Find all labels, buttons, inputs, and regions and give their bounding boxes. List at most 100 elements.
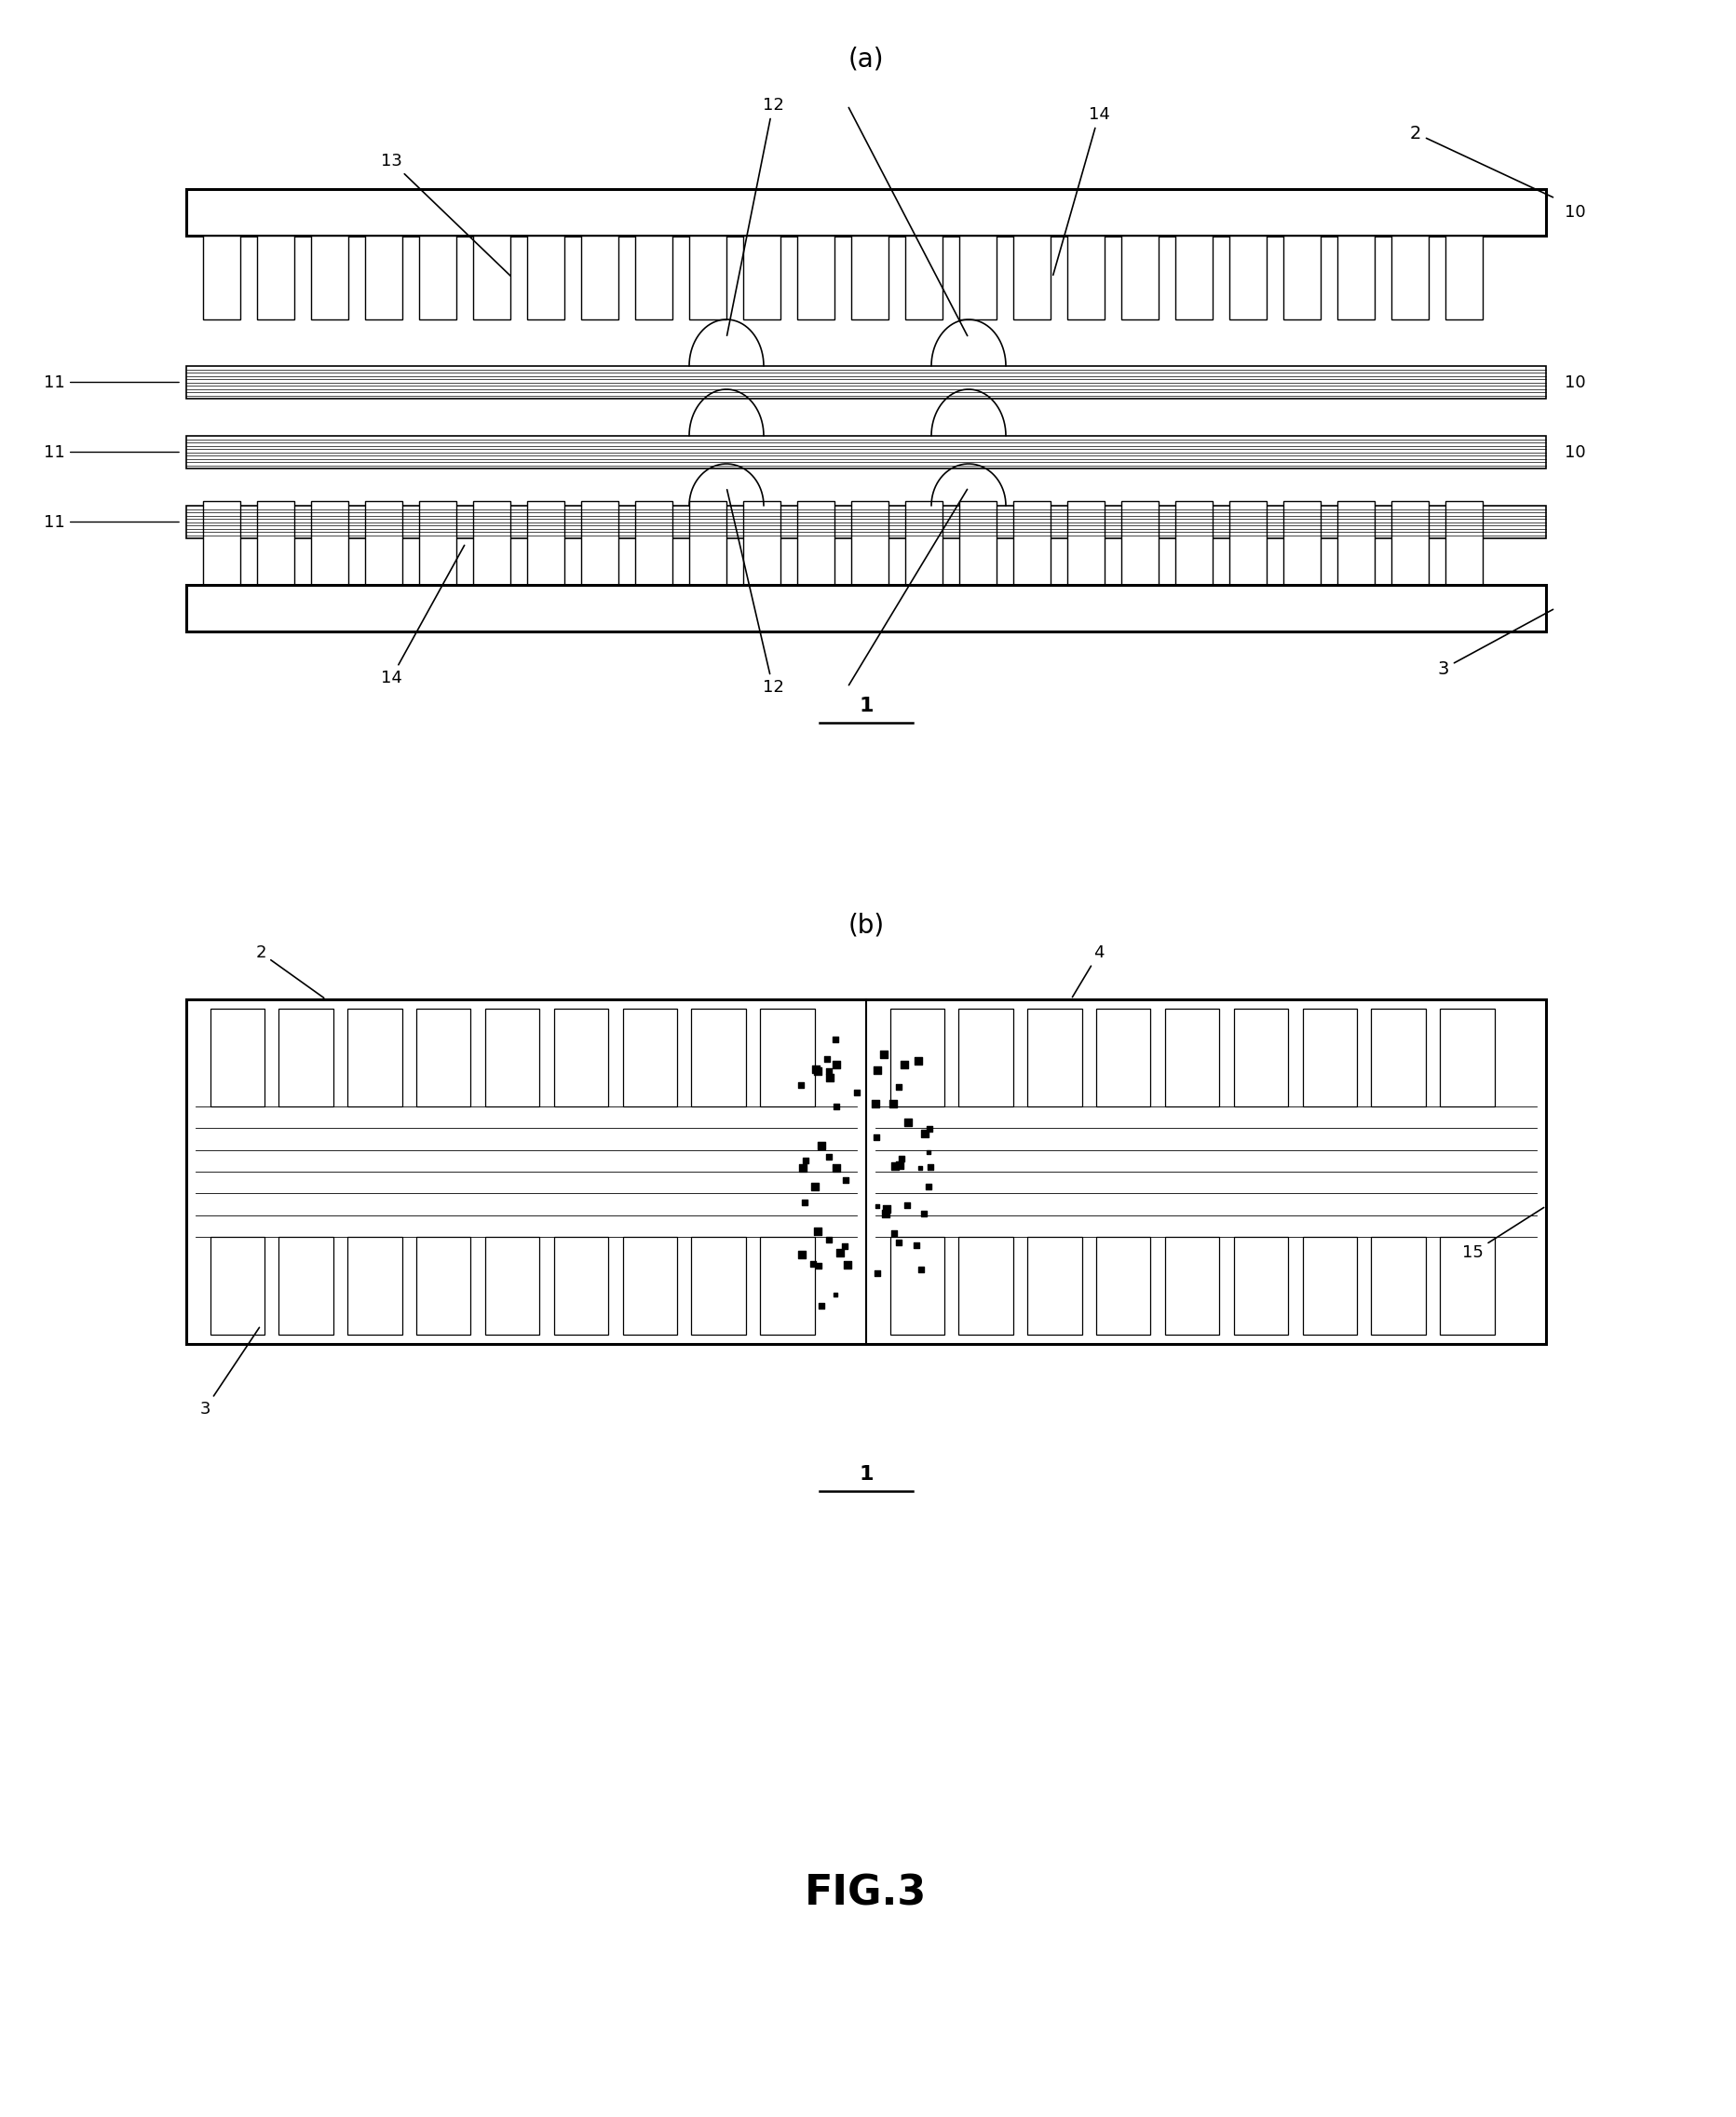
Point: [863, 1257, 891, 1291]
Text: 12: 12: [727, 489, 783, 696]
Point: [891, 1048, 918, 1082]
Point: [842, 1075, 870, 1109]
Bar: [760, 1236, 814, 1334]
Bar: [1012, 502, 1050, 584]
Point: [821, 1152, 849, 1186]
Text: 10: 10: [1564, 203, 1585, 220]
Bar: [186, 436, 1545, 468]
Bar: [689, 502, 726, 584]
Bar: [635, 502, 672, 584]
Point: [802, 1052, 830, 1086]
Bar: [1337, 235, 1373, 320]
Bar: [623, 1008, 677, 1107]
Bar: [472, 235, 510, 320]
Point: [878, 1086, 906, 1120]
Bar: [1095, 1236, 1149, 1334]
Point: [804, 1215, 832, 1249]
Bar: [958, 1236, 1012, 1334]
Bar: [1229, 235, 1266, 320]
Bar: [418, 235, 457, 320]
Point: [861, 1120, 889, 1154]
Text: 11: 11: [43, 375, 179, 392]
Bar: [1028, 1236, 1082, 1334]
Text: FIG.3: FIG.3: [804, 1874, 927, 1914]
Point: [885, 1147, 913, 1181]
Bar: [635, 235, 672, 320]
Point: [833, 1249, 861, 1283]
Bar: [1444, 235, 1483, 320]
Bar: [851, 502, 889, 584]
Text: 2: 2: [1410, 125, 1552, 197]
Bar: [526, 235, 564, 320]
Bar: [1302, 1008, 1356, 1107]
Text: 1: 1: [859, 1465, 873, 1484]
Bar: [186, 188, 1545, 235]
Bar: [851, 235, 889, 320]
Point: [906, 1253, 934, 1287]
Bar: [1121, 502, 1158, 584]
Bar: [210, 1236, 264, 1334]
Bar: [257, 235, 293, 320]
Bar: [257, 502, 293, 584]
Point: [904, 1044, 932, 1078]
Point: [894, 1105, 922, 1139]
Bar: [958, 1008, 1012, 1107]
Bar: [1444, 502, 1483, 584]
Point: [884, 1226, 911, 1260]
Bar: [186, 584, 1545, 631]
Point: [788, 1152, 816, 1186]
Point: [915, 1171, 943, 1205]
Bar: [582, 502, 618, 584]
Point: [788, 1238, 816, 1272]
Bar: [1371, 1008, 1425, 1107]
Bar: [1391, 502, 1429, 584]
Bar: [279, 1008, 333, 1107]
Bar: [958, 235, 996, 320]
Bar: [689, 235, 726, 320]
Point: [807, 1128, 835, 1162]
Point: [863, 1190, 891, 1224]
Point: [821, 1279, 849, 1313]
Point: [910, 1196, 937, 1230]
Bar: [186, 506, 1545, 538]
Point: [804, 1054, 832, 1088]
Bar: [1302, 1236, 1356, 1334]
Bar: [1439, 1008, 1493, 1107]
Bar: [347, 1008, 401, 1107]
Bar: [760, 1008, 814, 1107]
Text: 3: 3: [200, 1327, 259, 1418]
Text: 2: 2: [255, 944, 323, 997]
Bar: [1012, 235, 1050, 320]
Text: 11: 11: [43, 514, 179, 531]
Point: [871, 1196, 899, 1230]
Point: [884, 1069, 911, 1103]
Bar: [958, 502, 996, 584]
Bar: [1066, 502, 1104, 584]
Point: [915, 1111, 943, 1145]
Point: [870, 1037, 898, 1071]
Bar: [203, 502, 240, 584]
Point: [792, 1143, 819, 1177]
Bar: [797, 235, 833, 320]
Text: (a): (a): [847, 47, 884, 72]
Bar: [1066, 235, 1104, 320]
Point: [821, 1023, 849, 1056]
Bar: [1439, 1236, 1493, 1334]
Point: [830, 1230, 858, 1264]
Bar: [203, 235, 240, 320]
Bar: [347, 1236, 401, 1334]
Bar: [472, 502, 510, 584]
Bar: [526, 502, 564, 584]
Point: [917, 1150, 944, 1183]
Point: [915, 1135, 943, 1169]
Bar: [1175, 502, 1212, 584]
Point: [800, 1169, 828, 1202]
Bar: [365, 235, 403, 320]
Bar: [743, 235, 779, 320]
Bar: [1028, 1008, 1082, 1107]
Point: [863, 1052, 891, 1086]
Text: 14: 14: [380, 546, 464, 686]
Bar: [1283, 235, 1319, 320]
Point: [892, 1188, 920, 1222]
Bar: [1371, 1236, 1425, 1334]
